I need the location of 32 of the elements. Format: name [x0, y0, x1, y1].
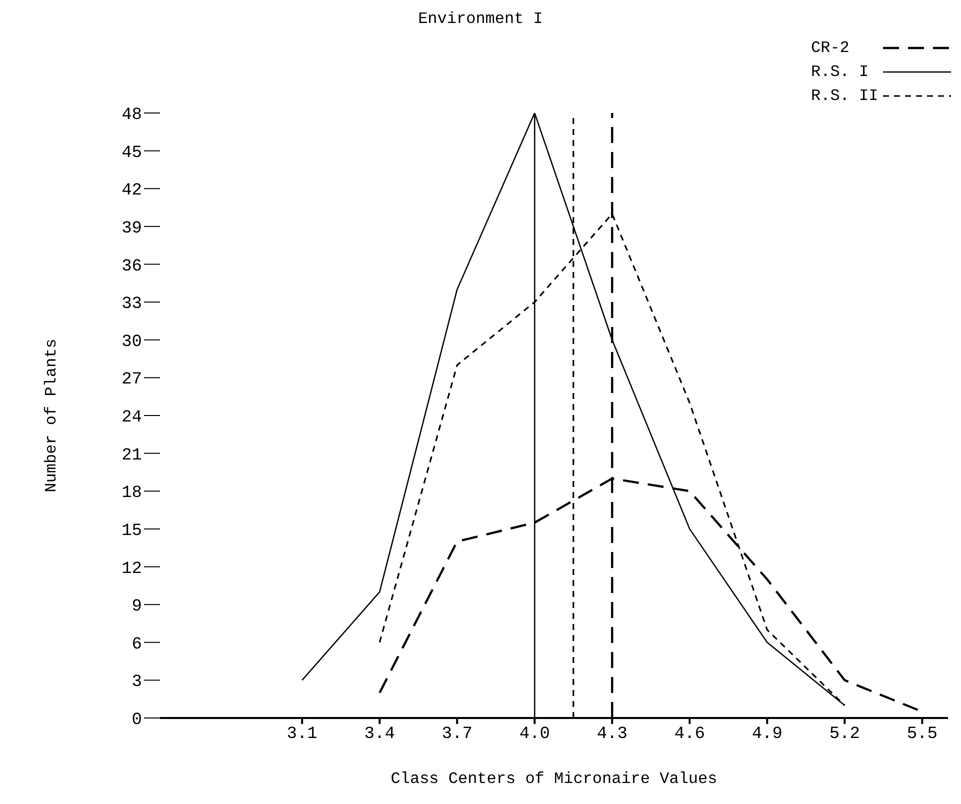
y-tick-label: 39 — [122, 219, 142, 238]
x-tick-label: 4.0 — [519, 725, 550, 744]
y-tick-label: 48 — [122, 106, 142, 126]
y-tick-label: 18 — [122, 484, 142, 504]
y-tick-label: 0 — [132, 711, 142, 730]
y-axis-title: Number of Plants — [42, 338, 61, 492]
y-tick-label: 42 — [122, 182, 142, 201]
y-tick-label: 27 — [122, 370, 142, 390]
x-tick-label: 3.1 — [286, 725, 318, 744]
legend-label: R.S. I — [811, 63, 870, 81]
chart-title: Environment I — [417, 10, 544, 28]
x-tick-label: 3.4 — [364, 725, 395, 744]
y-tick-label: 21 — [122, 446, 142, 466]
x-axis-title: Class Centers of Micronaire Values — [390, 770, 718, 788]
x-tick-label: 4.3 — [596, 725, 628, 744]
x-tick-label: 5.2 — [829, 725, 860, 744]
y-tick-label: 30 — [122, 332, 142, 352]
y-tick-label: 45 — [122, 144, 142, 163]
x-tick-label: 5.5 — [906, 725, 938, 744]
legend-label: R.S. II — [811, 87, 880, 105]
y-tick-label: 12 — [122, 560, 142, 579]
y-tick-label: 36 — [122, 257, 142, 276]
x-tick-label: 4.6 — [674, 725, 705, 744]
y-tick-label: 3 — [132, 673, 142, 692]
y-tick-label: 6 — [132, 635, 142, 654]
legend-label: CR-2 — [811, 39, 850, 57]
y-tick-label: 33 — [122, 295, 142, 314]
y-tick-label: 9 — [132, 598, 142, 617]
x-tick-label: 3.7 — [442, 725, 472, 744]
y-tick-label: 24 — [122, 408, 142, 428]
x-tick-label: 4.9 — [752, 725, 782, 744]
y-tick-label: 15 — [122, 522, 142, 541]
